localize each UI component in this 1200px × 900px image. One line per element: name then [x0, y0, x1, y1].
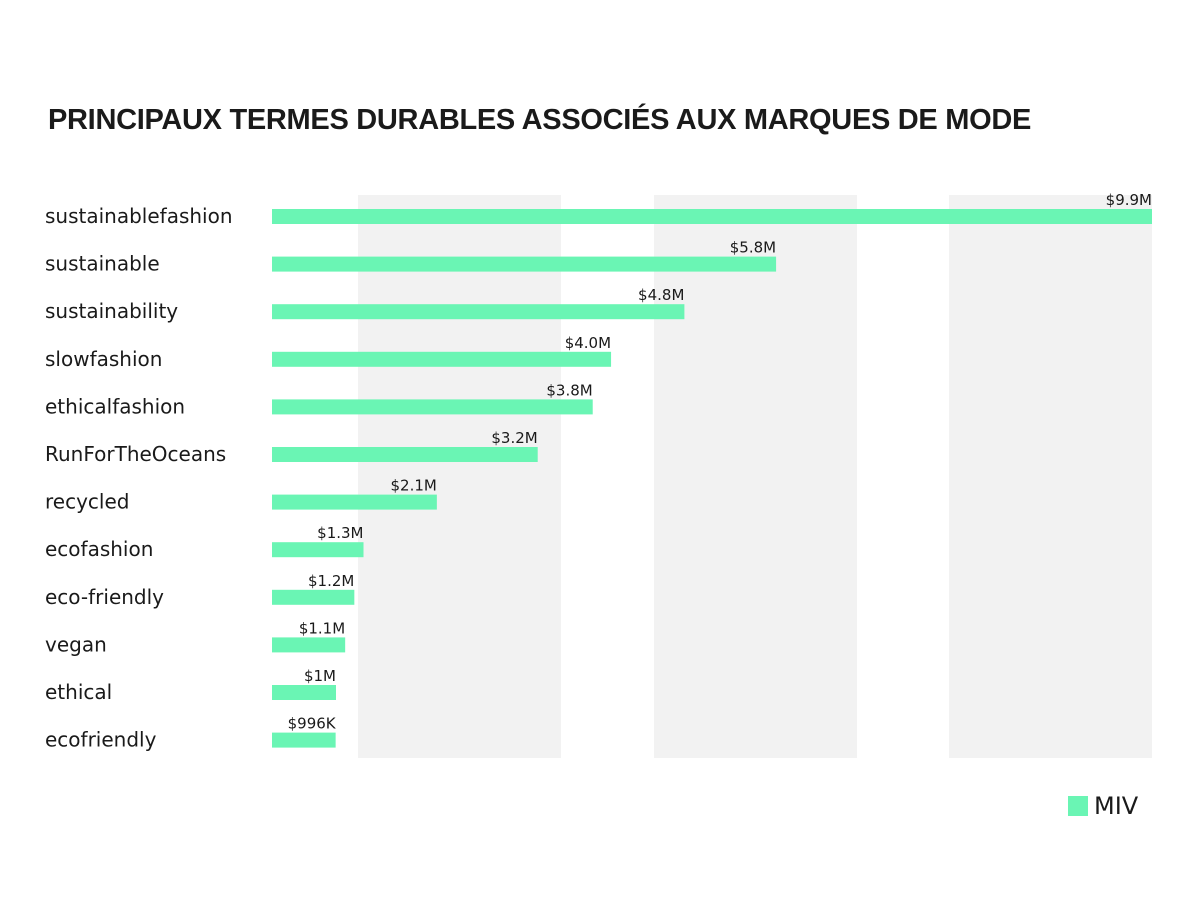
value-label: $1.2M	[308, 572, 354, 590]
bar	[272, 542, 364, 558]
value-label: $1.1M	[299, 619, 345, 637]
value-label: $1.3M	[317, 524, 363, 542]
category-label: sustainability	[45, 299, 178, 323]
value-label: $996K	[288, 715, 337, 733]
value-label: $3.8M	[546, 381, 592, 399]
category-label: sustainablefashion	[45, 204, 233, 228]
chart-title: PRINCIPAUX TERMES DURABLES ASSOCIÉS AUX …	[48, 104, 1032, 136]
bar	[272, 732, 336, 748]
category-label: sustainable	[45, 252, 160, 276]
value-label: $1M	[304, 667, 336, 685]
bar	[272, 256, 777, 272]
value-label: $3.2M	[491, 429, 537, 447]
bar	[272, 637, 346, 653]
legend: MIV	[1068, 792, 1138, 820]
category-label: ethical	[45, 680, 112, 704]
bar	[272, 351, 612, 367]
bar	[272, 589, 355, 605]
legend-label: MIV	[1094, 792, 1139, 820]
category-label: RunForTheOceans	[45, 442, 226, 466]
bar	[272, 447, 538, 462]
category-label: ethicalfashion	[45, 394, 185, 418]
grid-band	[949, 195, 1152, 758]
category-label: eco-friendly	[45, 585, 164, 609]
value-label: $4.0M	[565, 334, 611, 352]
bar	[272, 685, 336, 700]
bar	[272, 494, 437, 510]
category-label: ecofriendly	[45, 728, 157, 752]
legend-swatch	[1068, 796, 1088, 816]
value-label: $5.8M	[730, 239, 776, 257]
category-label: vegan	[45, 632, 107, 656]
value-label: $2.1M	[391, 477, 437, 495]
category-label: slowfashion	[45, 347, 162, 371]
grid-band	[654, 195, 857, 758]
grid-band	[358, 195, 561, 758]
category-label: ecofashion	[45, 537, 153, 561]
category-label: recycled	[45, 490, 129, 514]
value-label: $4.8M	[638, 286, 684, 304]
bar	[272, 304, 685, 320]
value-label: $9.9M	[1106, 191, 1152, 209]
bar	[272, 209, 1152, 224]
bar	[272, 399, 593, 415]
